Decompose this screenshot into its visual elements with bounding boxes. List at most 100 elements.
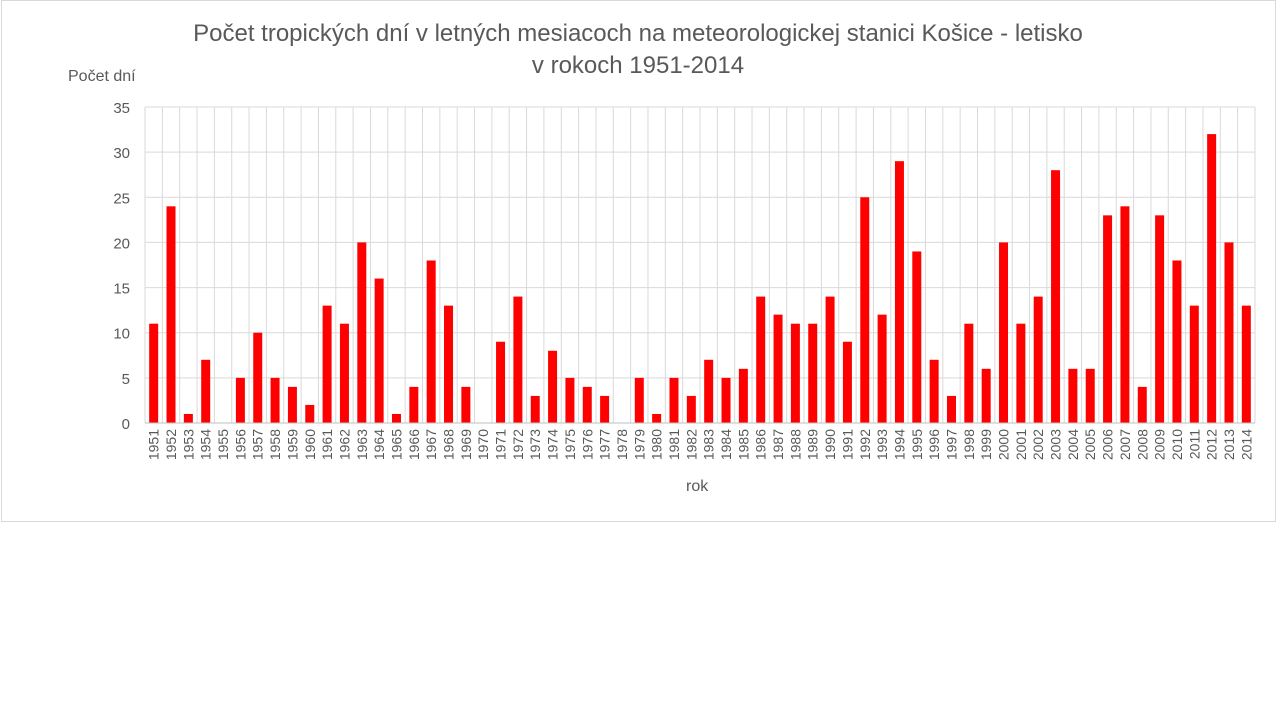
x-tick-label: 1951 [146, 429, 162, 460]
x-tick-label: 1952 [163, 429, 179, 460]
bar: 2002: 14 [1033, 296, 1043, 423]
chart-title-line2: v rokoch 1951-2014 [531, 52, 745, 79]
x-tick-label: 1999 [978, 429, 994, 460]
x-tick-label: 1960 [302, 429, 318, 460]
x-tick-label: 1991 [839, 429, 855, 460]
x-tick-label: 1983 [701, 429, 717, 460]
x-tick-label: 1957 [250, 429, 266, 460]
x-tick-label: 1972 [510, 429, 526, 460]
bar: 1956: 5 [235, 377, 245, 423]
bar: 1960: 2 [305, 404, 315, 423]
x-tick-label: 1998 [961, 429, 977, 460]
y-tick-label: 15 [113, 281, 130, 298]
bar: 1996: 7 [929, 359, 939, 423]
bar: 2003: 28 [1051, 170, 1061, 423]
x-tick-label: 2000 [996, 429, 1012, 460]
chart-title: Počet tropických dní v letných mesiacoch… [0, 18, 1276, 82]
x-tick-label: 2002 [1030, 429, 1046, 460]
x-tick-label: 1995 [909, 429, 925, 460]
bar: 1963: 20 [357, 242, 367, 423]
x-tick-label: 1955 [215, 429, 231, 460]
x-tick-label: 2014 [1238, 429, 1254, 460]
bar: 1991: 9 [842, 341, 852, 423]
bar: 1971: 9 [496, 341, 506, 423]
x-tick-label: 1954 [198, 429, 214, 460]
bar: 1986: 14 [756, 296, 766, 423]
bar: 1957: 10 [253, 332, 263, 423]
bar: 1975: 5 [565, 377, 575, 423]
x-tick-label: 1973 [527, 429, 543, 460]
bar: 1977: 3 [600, 395, 610, 423]
x-tick-label: 1988 [787, 429, 803, 460]
bar: 2013: 20 [1224, 242, 1234, 423]
x-tick-label: 1984 [718, 429, 734, 460]
y-tick-label: 10 [113, 326, 130, 343]
y-axis-title: Počet dní [68, 68, 136, 85]
x-tick-label: 1958 [267, 429, 283, 460]
y-tick-label: 20 [113, 235, 130, 252]
chart-frame [1, 0, 1276, 522]
bar: 1951: 11 [149, 323, 159, 423]
bar: 1990: 14 [825, 296, 835, 423]
x-tick-label: 1974 [545, 429, 561, 460]
x-tick-label: 2003 [1048, 429, 1064, 460]
x-tick-label: 1965 [388, 429, 404, 460]
x-tick-label: 1987 [770, 429, 786, 460]
bar: 2011: 13 [1189, 305, 1199, 423]
bar: 1989: 11 [808, 323, 818, 423]
x-tick-label: 1989 [805, 429, 821, 460]
x-tick-label: 2010 [1169, 429, 1185, 460]
bar: 1976: 4 [582, 386, 592, 423]
x-tick-label: 1981 [666, 429, 682, 460]
x-tick-label: 1963 [354, 429, 370, 460]
chart-title-line1: Počet tropických dní v letných mesiacoch… [193, 20, 1083, 47]
x-tick-label: 1992 [857, 429, 873, 460]
x-tick-label: 1975 [562, 429, 578, 460]
bar: 1984: 5 [721, 377, 731, 423]
x-tick-label: 1967 [423, 429, 439, 460]
bar: 1969: 4 [461, 386, 471, 423]
x-tick-label: 2004 [1065, 429, 1081, 460]
bar: 1965: 1 [391, 413, 401, 423]
bar: 1959: 4 [287, 386, 297, 423]
x-tick-label: 1970 [475, 429, 491, 460]
x-tick-label: 1976 [579, 429, 595, 460]
bar: 1964: 16 [374, 278, 384, 423]
x-tick-label: 2001 [1013, 429, 1029, 460]
bar: 1994: 29 [894, 161, 904, 423]
y-tick-label: 0 [122, 416, 130, 433]
bar: 1993: 12 [877, 314, 887, 423]
x-tick-label: 2011 [1186, 429, 1202, 459]
x-tick-label: 1966 [406, 429, 422, 460]
bar: 2012: 32 [1207, 134, 1217, 424]
x-tick-label: 1994 [891, 429, 907, 460]
x-tick-label: 1953 [180, 429, 196, 460]
bar: 1988: 11 [790, 323, 800, 423]
x-tick-label: 1956 [232, 429, 248, 460]
bar: 1958: 5 [270, 377, 280, 423]
bar: 2004: 6 [1068, 368, 1078, 423]
x-tick-label: 1986 [753, 429, 769, 460]
y-tick-label: 5 [122, 371, 130, 388]
x-tick-label: 1964 [371, 429, 387, 460]
x-tick-label: 2013 [1221, 429, 1237, 460]
bar: 1998: 11 [964, 323, 974, 423]
y-tick-label: 35 [113, 100, 130, 117]
bar: 1985: 6 [738, 368, 748, 423]
x-tick-label: 1996 [926, 429, 942, 460]
bar: 1967: 18 [426, 260, 436, 423]
bar: 1992: 25 [860, 197, 870, 423]
bar: 1979: 5 [634, 377, 644, 423]
bar: 1962: 11 [339, 323, 349, 423]
x-tick-label: 1961 [319, 429, 335, 460]
bar: 1968: 13 [444, 305, 454, 423]
x-tick-label: 1985 [735, 429, 751, 460]
x-tick-label: 1997 [943, 429, 959, 460]
x-tick-label: 1982 [683, 429, 699, 460]
bar: 2008: 4 [1137, 386, 1147, 423]
bar: 1980: 1 [652, 413, 662, 423]
x-axis-title: rok [686, 478, 709, 495]
bar: 1997: 3 [946, 395, 956, 423]
y-tick-label: 30 [113, 145, 130, 162]
x-tick-label: 1979 [631, 429, 647, 460]
